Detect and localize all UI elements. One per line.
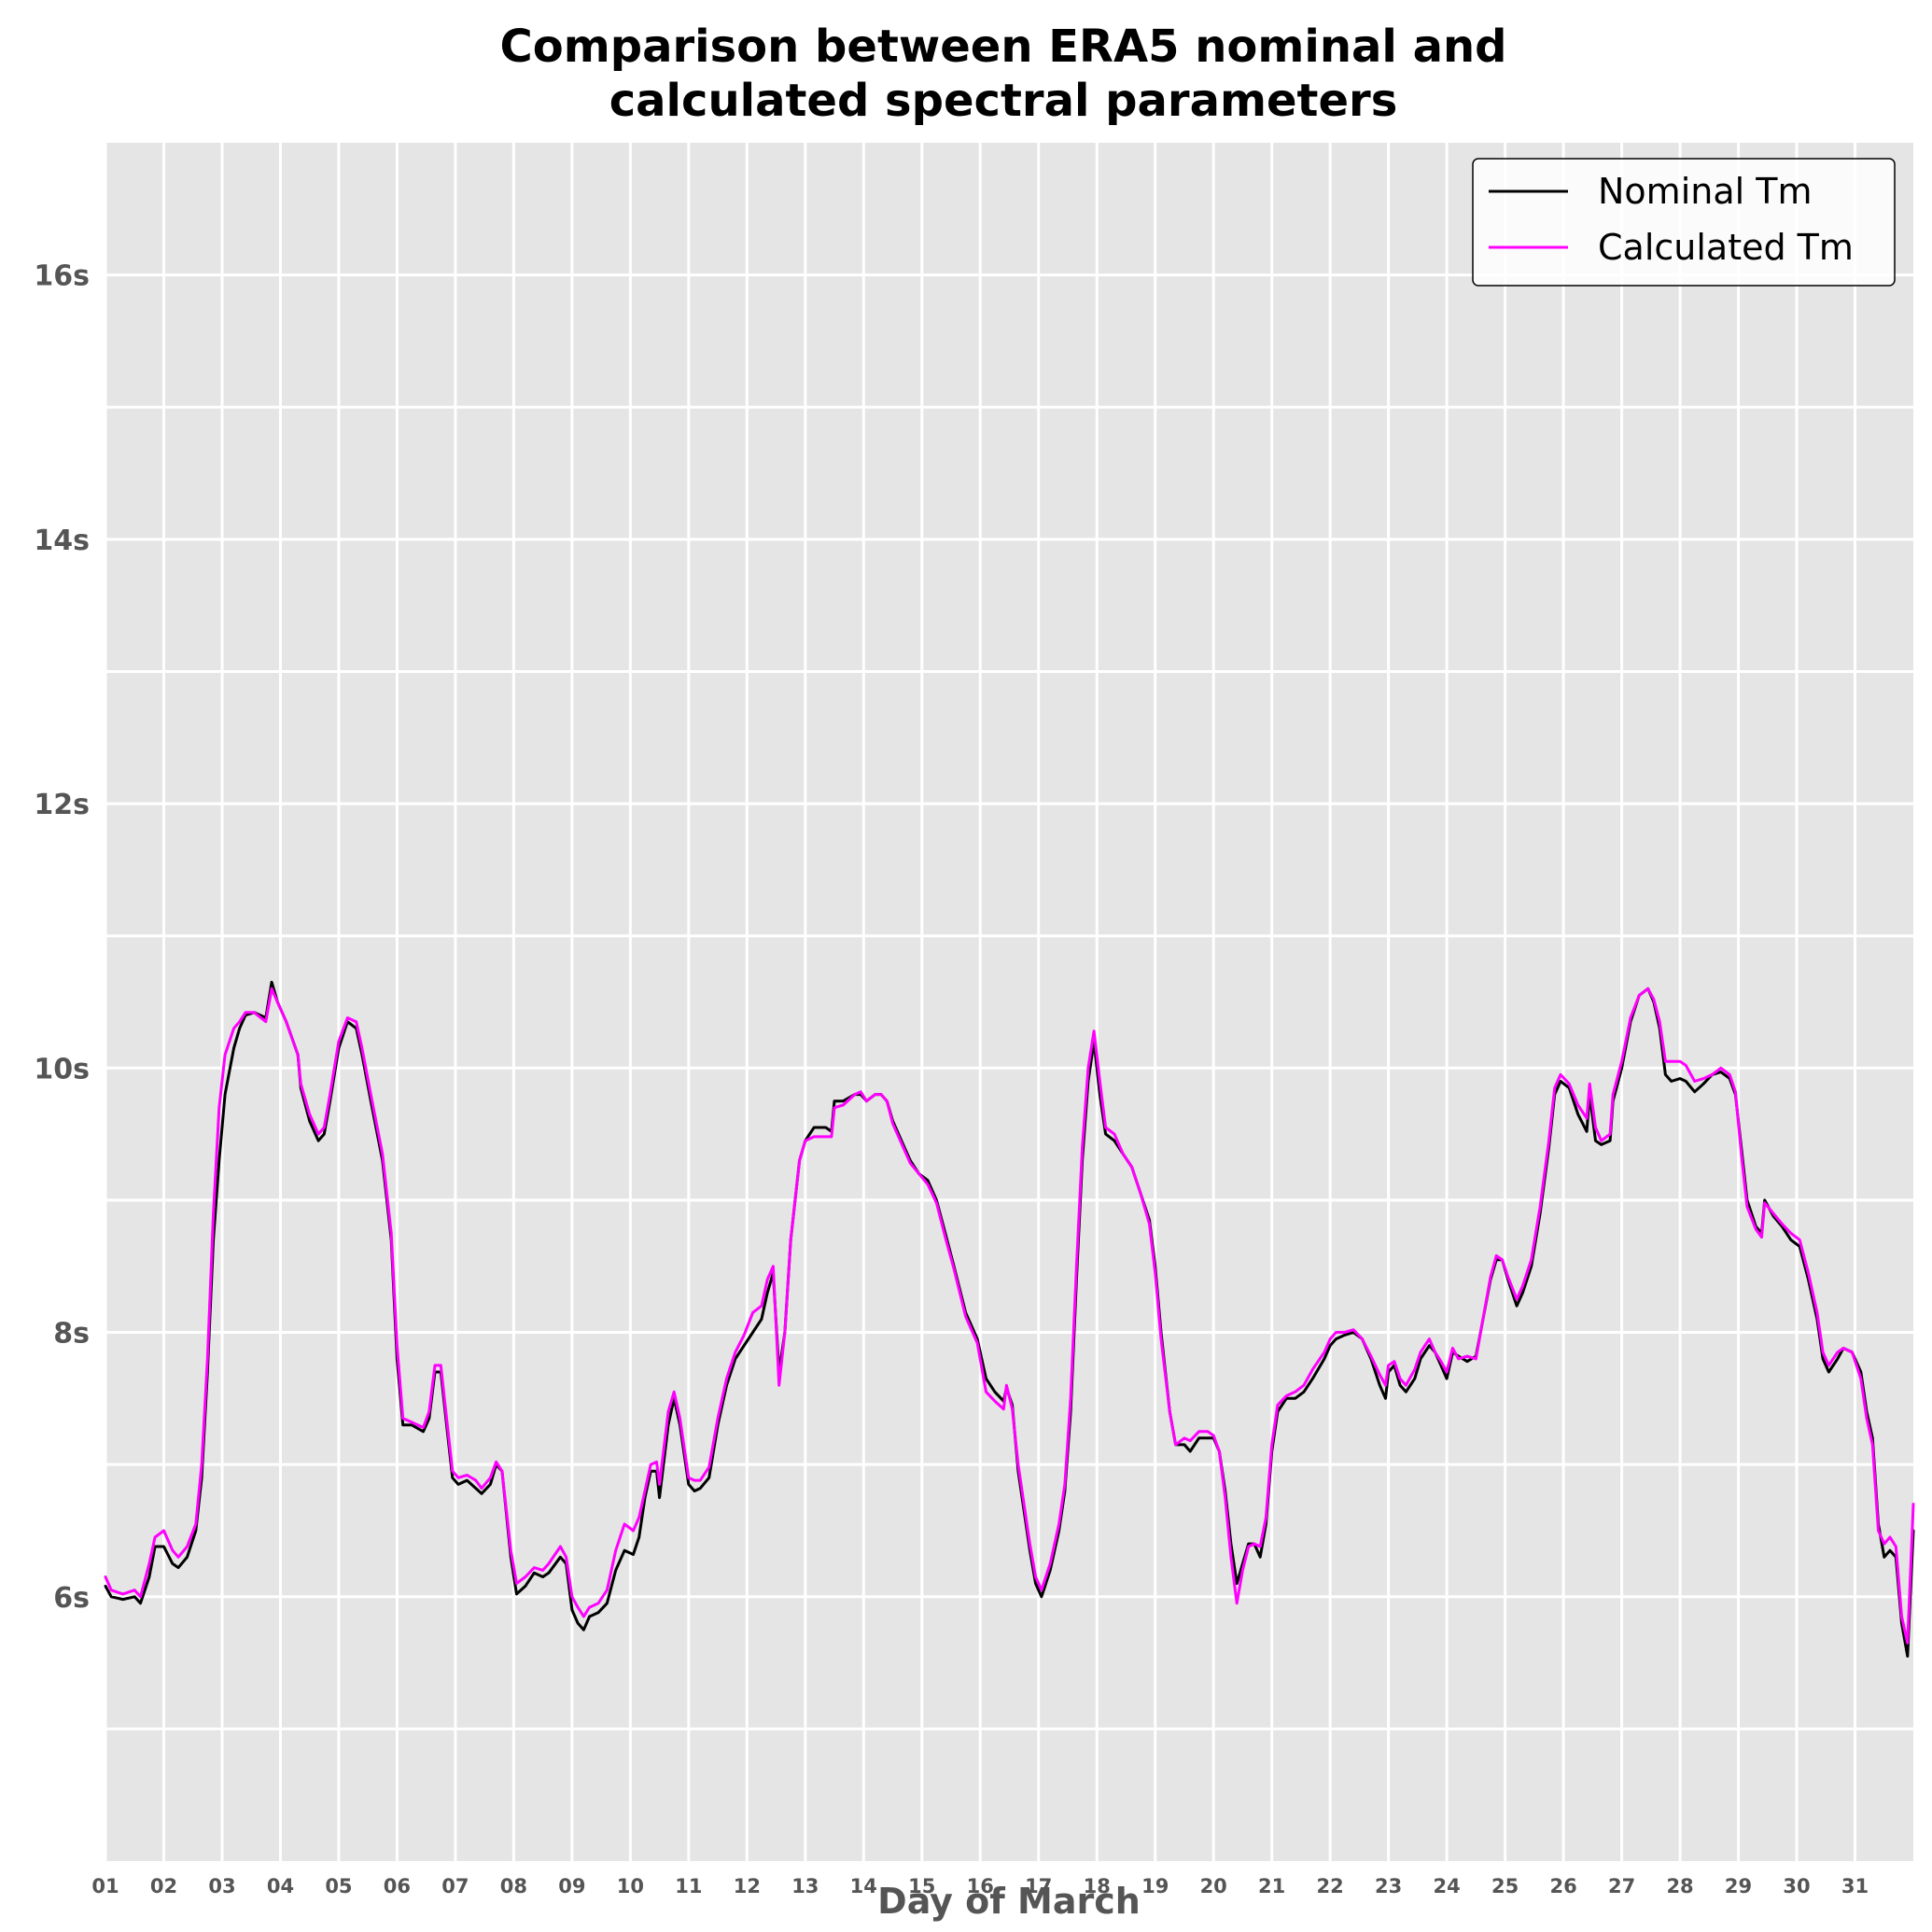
x-tick-label: 21 <box>1258 1875 1285 1897</box>
x-tick-label: 26 <box>1549 1875 1576 1897</box>
y-tick-label: 14s <box>34 525 90 557</box>
legend: Nominal Tm Calculated Tm <box>1472 158 1896 287</box>
y-tick-label: 10s <box>34 1053 90 1085</box>
y-tick-label: 8s <box>53 1318 90 1351</box>
chart-title-line-2: calculated spectral parameters <box>609 75 1398 127</box>
x-tick-label: 30 <box>1783 1875 1810 1897</box>
x-tick-label: 27 <box>1608 1875 1635 1897</box>
grid <box>104 143 1913 1861</box>
y-axis-ticks: 6s 8s 10s 12s 14s 16s <box>34 260 90 1615</box>
x-tick-label: 16 <box>967 1875 994 1897</box>
x-tick-label: 07 <box>441 1875 469 1897</box>
x-tick-label: 01 <box>91 1875 119 1897</box>
y-tick-label: 16s <box>34 260 90 293</box>
x-tick-label: 24 <box>1434 1875 1461 1897</box>
x-tick-label: 02 <box>150 1875 177 1897</box>
x-tick-label: 03 <box>208 1875 235 1897</box>
legend-label-calculated: Calculated Tm <box>1598 227 1854 268</box>
legend-box <box>1472 158 1896 287</box>
x-tick-label: 28 <box>1666 1875 1693 1897</box>
x-tick-label: 14 <box>850 1875 877 1897</box>
x-tick-label: 06 <box>384 1875 411 1897</box>
x-tick-label: 22 <box>1317 1875 1344 1897</box>
x-tick-label: 31 <box>1841 1875 1869 1897</box>
x-tick-label: 10 <box>617 1875 644 1897</box>
x-tick-label: 09 <box>558 1875 585 1897</box>
x-tick-label: 05 <box>325 1875 352 1897</box>
legend-label-nominal: Nominal Tm <box>1598 171 1812 212</box>
plot-area <box>105 143 1913 1861</box>
y-tick-label: 6s <box>53 1582 90 1615</box>
series-line-nominal <box>104 980 1915 1658</box>
x-tick-label: 29 <box>1725 1875 1752 1897</box>
x-tick-label: 12 <box>734 1875 761 1897</box>
x-tick-label: 08 <box>500 1875 527 1897</box>
x-tick-label: 20 <box>1200 1875 1227 1897</box>
series-line-calculated <box>104 987 1915 1645</box>
x-tick-label: 04 <box>267 1875 294 1897</box>
y-tick-label: 12s <box>34 789 90 821</box>
x-tick-label: 15 <box>908 1875 935 1897</box>
x-tick-label: 25 <box>1491 1875 1519 1897</box>
series-lines <box>104 980 1915 1658</box>
x-axis-ticks: 01 02 03 04 05 06 07 08 09 10 11 12 13 14 15 16 17 18 19 20… <box>91 1875 1869 1897</box>
x-tick-label: 11 <box>675 1875 702 1897</box>
x-tick-label: 17 <box>1025 1875 1052 1897</box>
x-axis-label: Day of March <box>877 1881 1141 1922</box>
x-tick-label: 13 <box>791 1875 819 1897</box>
x-tick-label: 19 <box>1141 1875 1169 1897</box>
chart-title-line-1: Comparison between ERA5 nominal and <box>500 21 1507 73</box>
x-tick-label: 18 <box>1084 1875 1111 1897</box>
x-tick-label: 23 <box>1375 1875 1402 1897</box>
